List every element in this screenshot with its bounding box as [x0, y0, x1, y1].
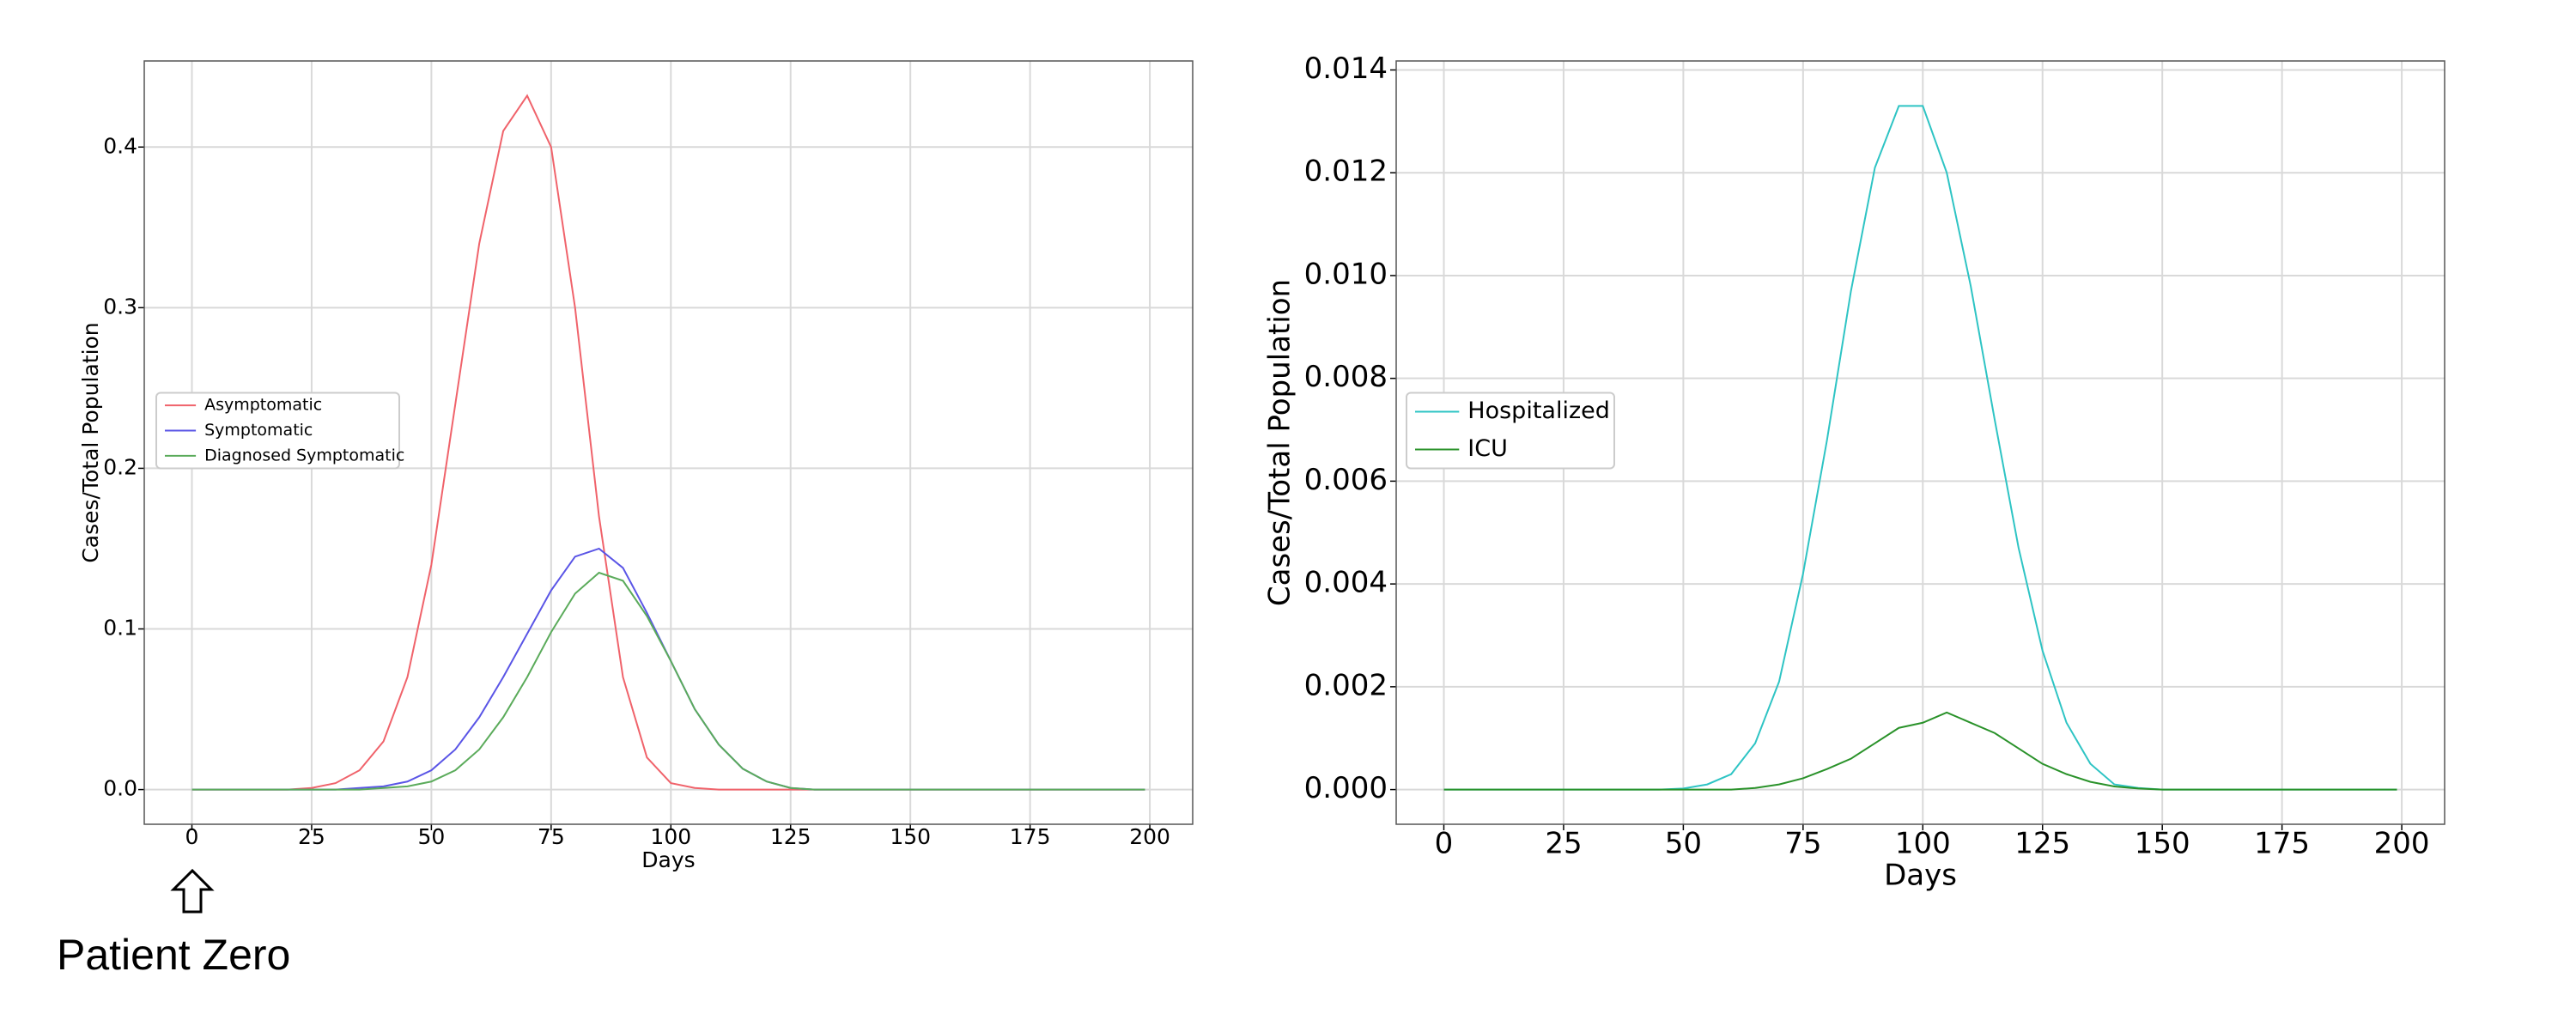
x-axis-label: Days — [1884, 859, 1957, 893]
y-tick-label: 0.1 — [103, 616, 137, 641]
x-tick-label: 50 — [417, 824, 445, 849]
x-tick-label: 200 — [1129, 824, 1170, 849]
y-tick-label: 0.000 — [1304, 771, 1388, 805]
y-tick-label: 0.0 — [103, 776, 137, 801]
legend-box — [155, 392, 400, 470]
x-tick-label: 175 — [2254, 827, 2310, 861]
y-tick-label: 0.006 — [1304, 463, 1388, 497]
plot-frame — [1395, 60, 2445, 825]
legend-label: Hospitalized — [1467, 398, 1610, 424]
x-tick-label: 25 — [1545, 827, 1582, 861]
x-tick-label: 200 — [2374, 827, 2430, 861]
plot-frame — [143, 60, 1194, 825]
legend-label: Asymptomatic — [204, 396, 322, 415]
legend-label: Symptomatic — [204, 421, 313, 440]
arrow-icon — [170, 868, 215, 914]
legend-label: Diagnosed Symptomatic — [204, 446, 404, 464]
y-tick-label: 0.2 — [103, 454, 137, 479]
y-tick-label: 0.008 — [1304, 360, 1388, 394]
x-tick-label: 125 — [770, 824, 811, 849]
series-line — [191, 571, 1145, 791]
x-tick-label: 25 — [298, 824, 325, 849]
y-tick-label: 0.014 — [1304, 52, 1388, 86]
series-line — [191, 547, 1145, 791]
x-tick-label: 150 — [2135, 827, 2190, 861]
x-tick-label: 100 — [650, 824, 691, 849]
x-axis-label: Days — [641, 847, 695, 872]
x-tick-label: 75 — [1784, 827, 1821, 861]
y-tick-label: 0.010 — [1304, 257, 1388, 291]
x-tick-label: 175 — [1010, 824, 1051, 849]
y-tick-label: 0.002 — [1304, 668, 1388, 702]
x-tick-label: 125 — [2014, 827, 2070, 861]
legend-label: ICU — [1467, 435, 1508, 462]
y-axis-label: Cases/Total Population — [78, 322, 103, 562]
x-tick-label: 50 — [1665, 827, 1702, 861]
y-tick-label: 0.004 — [1304, 566, 1388, 600]
x-tick-label: 0 — [1435, 827, 1454, 861]
annotation: Patient Zero — [57, 931, 290, 979]
y-axis-label: Cases/Total Population — [1263, 279, 1297, 606]
series-line — [1443, 711, 2397, 791]
x-tick-label: 100 — [1895, 827, 1951, 861]
y-tick-label: 0.4 — [103, 133, 137, 158]
y-tick-label: 0.3 — [103, 294, 137, 319]
x-tick-label: 150 — [890, 824, 931, 849]
x-tick-label: 75 — [538, 824, 565, 849]
x-tick-label: 0 — [185, 824, 199, 849]
y-tick-label: 0.012 — [1304, 155, 1388, 189]
